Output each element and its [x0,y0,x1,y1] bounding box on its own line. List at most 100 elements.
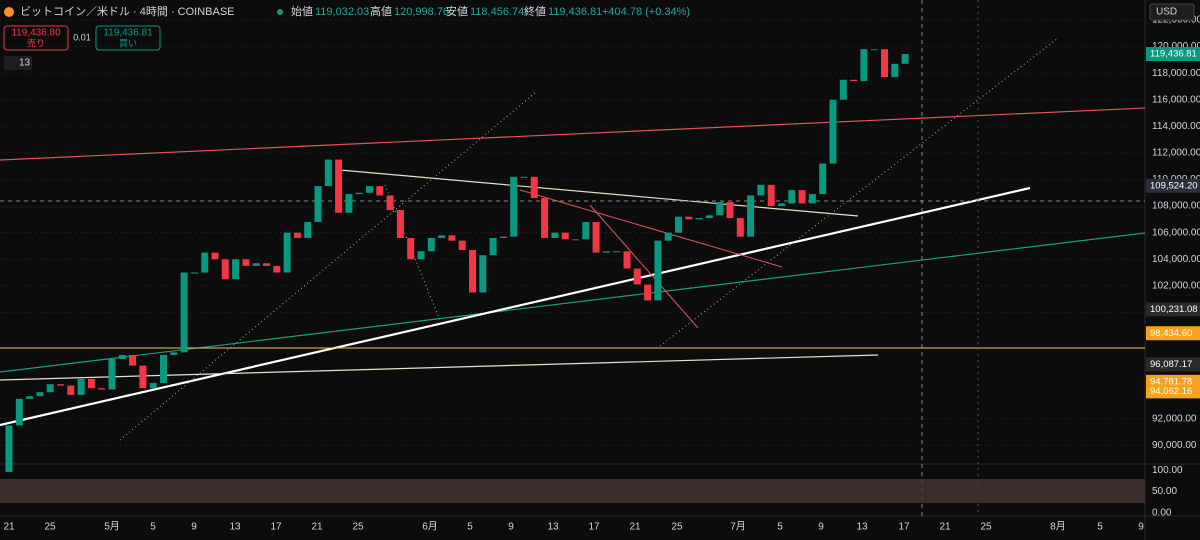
candle [149,382,157,389]
sell-button[interactable] [3,25,69,51]
indicator-count: 13 [19,58,31,69]
candle [180,272,188,353]
y-tick-label: 90,000.00 [1152,440,1197,451]
oscillator-band [0,479,1145,503]
x-tick-label: 5 [467,522,473,533]
candle [36,392,44,397]
y-tick-label: 102,000.00 [1152,280,1200,291]
price-badge-label: 109,524.20 [1150,180,1198,191]
candle [345,194,353,213]
x-tick-label: 9 [191,522,197,533]
candle [366,186,373,193]
candle [46,384,54,393]
candle [293,232,301,238]
candle [695,218,703,220]
candle [644,284,652,301]
candle [273,265,281,273]
candle [458,240,466,250]
x-tick-label: 5 [150,522,156,533]
x-tick-label: 7月 [730,521,746,533]
candle [541,198,549,238]
x-tick-label: 9 [1138,522,1144,533]
candle [664,232,672,241]
candle [778,203,785,207]
candle [819,163,827,195]
y-tick-label: 118,000.00 [1152,68,1200,79]
candle [592,222,600,253]
candle [767,184,775,207]
price-badge [1146,326,1200,341]
x-tick-label: 21 [311,522,323,533]
candle [139,365,147,389]
ohlc-value: 118,456.74 [470,6,524,18]
candle [232,259,240,280]
x-tick-label: 5 [777,522,783,533]
x-tick-label: 17 [588,522,600,533]
osc-tick-label: 100.00 [1152,465,1183,476]
candle [252,263,260,266]
x-tick-label: 13 [856,522,868,533]
candle [26,396,34,399]
sell-price: 119,436.80 [11,28,61,39]
x-tick-label: 9 [508,522,514,533]
x-tick-label: 13 [229,522,241,533]
candle [654,240,662,301]
trend-line [0,107,1146,161]
ohlc-label: 安値 [446,4,468,18]
candle [417,251,425,260]
candle [314,186,322,223]
x-tick-label: 13 [547,522,559,533]
sell-label: 売り [27,37,45,48]
candle [901,54,909,64]
candle [881,49,888,78]
candle [211,252,219,260]
candle [263,263,270,266]
x-tick-label: 25 [352,522,364,533]
labels: 122,000.00120,000.00118,000.00116,000.00… [3,15,1200,533]
candle [685,216,693,220]
candle [98,388,106,390]
candle [396,210,404,238]
x-tick-label: 25 [671,522,683,533]
candle [530,176,538,199]
candle [726,202,734,219]
candle [675,216,682,233]
buy-button[interactable] [95,25,161,51]
ohlc-label: 終値 [524,4,546,18]
price-badge [1146,384,1200,399]
candle [891,63,899,78]
x-tick-label: 17 [270,522,282,533]
price-badge [1146,178,1200,193]
symbol: ビットコイン／米ドル · 4時間 · COINBASE [20,5,235,18]
price-badge-label: 94,062.16 [1150,386,1192,397]
x-tick-label: 8月 [1050,521,1066,533]
x-tick-label: 5 [1097,522,1103,533]
coin-icon [4,7,14,17]
candle [551,232,559,238]
grid [0,19,1145,446]
candle [499,236,507,238]
ohlc-label: 始値 [291,4,313,18]
currency: USD [1156,7,1177,18]
ohlc-value: 119,436.81 [548,6,602,18]
trend-line [519,189,783,268]
x-tick-label: 25 [44,522,56,533]
candle [170,352,178,355]
candle [850,79,858,82]
currency-button[interactable] [1149,3,1195,21]
y-tick-label: 108,000.00 [1152,201,1200,212]
candle [283,232,291,273]
candle [57,384,64,386]
indicator-toggle[interactable] [4,56,32,70]
ohlc-value: 119,032.03 [315,6,369,18]
y-tick-label: 106,000.00 [1152,227,1200,238]
candle [582,222,590,240]
candle [427,237,435,252]
y-tick-label: 120,000.00 [1152,41,1200,52]
price-badge-label: 119,436.81 [1150,49,1197,60]
candle [489,237,497,256]
candle [221,259,229,280]
candle [798,190,806,204]
candle [448,235,456,241]
candle [870,49,878,51]
